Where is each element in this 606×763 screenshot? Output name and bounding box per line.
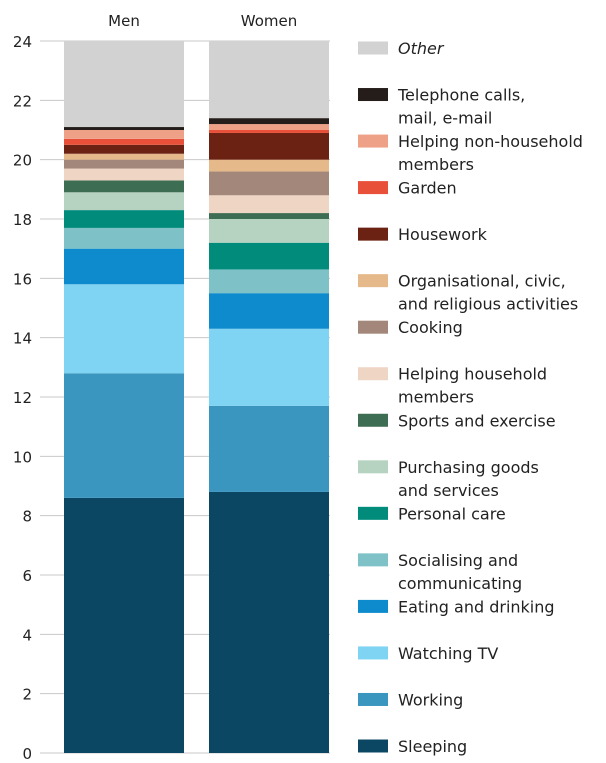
bar-segment: [209, 41, 329, 119]
bar-segment: [209, 293, 329, 329]
category-label: Men: [108, 12, 140, 30]
legend-label: Helping household members: [398, 365, 547, 407]
y-tick-label: 20: [13, 152, 32, 170]
bar-segment: [64, 373, 184, 498]
category-label: Women: [241, 12, 297, 30]
legend-label: Garden: [398, 179, 457, 198]
bars-layer: [64, 41, 329, 753]
bar-segment: [209, 242, 329, 270]
bar-segment: [64, 41, 184, 128]
legend-label: Purchasing goods and services: [398, 458, 539, 500]
bar-segment: [209, 130, 329, 133]
legend-swatch: [358, 599, 388, 613]
y-tick-label: 24: [13, 33, 32, 51]
legend-swatch: [358, 506, 388, 520]
bar-segment: [64, 153, 184, 160]
bar-segment: [64, 227, 184, 249]
legend-swatch: [358, 41, 388, 55]
bar-segment: [64, 284, 184, 374]
bar-segment: [209, 328, 329, 406]
bar-segment: [209, 171, 329, 196]
bar-segment: [209, 213, 329, 219]
y-tick-label: 10: [13, 448, 32, 466]
bar-segment: [64, 138, 184, 145]
legend-label: Housework: [398, 225, 488, 244]
legend-label: Sports and exercise: [398, 411, 556, 430]
bar-segment: [64, 130, 184, 139]
bar-segment: [64, 168, 184, 181]
bar-segment: [64, 192, 184, 211]
legend-swatch: [358, 181, 388, 195]
y-tick-label: 12: [13, 389, 32, 407]
legend-swatch: [358, 227, 388, 241]
legend-swatch: [358, 413, 388, 427]
bar-segment: [209, 159, 329, 172]
legend-label: Working: [398, 690, 463, 709]
bar-segment: [209, 118, 329, 125]
legend-swatch: [358, 320, 388, 334]
y-tick-label: 14: [13, 330, 32, 348]
bar-segment: [209, 124, 329, 130]
y-tick-label: 16: [13, 270, 32, 288]
legend-swatch: [358, 134, 388, 148]
bar-segment: [209, 491, 329, 753]
bar-segment: [64, 210, 184, 228]
legend-swatch: [358, 739, 388, 753]
legend-swatch: [358, 367, 388, 381]
legend-swatch: [358, 460, 388, 474]
legend-swatch: [358, 88, 388, 102]
bar-segment: [209, 219, 329, 243]
category-labels: Men Women: [108, 12, 297, 30]
bar-segment: [209, 132, 329, 160]
bar-segment: [64, 248, 184, 285]
legend-label: Telephone calls, mail, e-mail: [397, 86, 525, 128]
bar-segment: [209, 195, 329, 214]
y-tick-label: 22: [13, 92, 32, 110]
legend-label: Other: [398, 39, 445, 58]
legend-label: Sleeping: [398, 737, 467, 756]
legend-label: Helping non-household members: [398, 132, 583, 174]
legend-label: Watching TV: [398, 644, 498, 663]
bar-segment: [64, 159, 184, 169]
y-tick-label: 6: [22, 567, 32, 585]
bar-segment: [64, 497, 184, 753]
bar-segment: [209, 405, 329, 492]
legend-label: Cooking: [398, 318, 463, 337]
y-tick-label: 8: [22, 508, 32, 526]
legend-swatch: [358, 646, 388, 660]
legend-label: Personal care: [398, 504, 506, 523]
y-tick-label: 18: [13, 211, 32, 229]
legend-label: Eating and drinking: [398, 597, 555, 616]
legend-swatch: [358, 553, 388, 567]
legend-swatch: [358, 274, 388, 288]
bar-segment: [64, 180, 184, 193]
legend-label: Socialising and communicating: [398, 551, 522, 593]
bar-segment: [209, 269, 329, 294]
legend-label: Organisational, civic, and religious acti…: [398, 272, 578, 314]
y-tick-label: 0: [22, 745, 32, 759]
y-tick-label: 2: [22, 686, 32, 704]
bar-segment: [64, 127, 184, 130]
y-tick-label: 4: [22, 626, 32, 644]
bar-segment: [64, 144, 184, 154]
legend-swatch: [358, 692, 388, 706]
